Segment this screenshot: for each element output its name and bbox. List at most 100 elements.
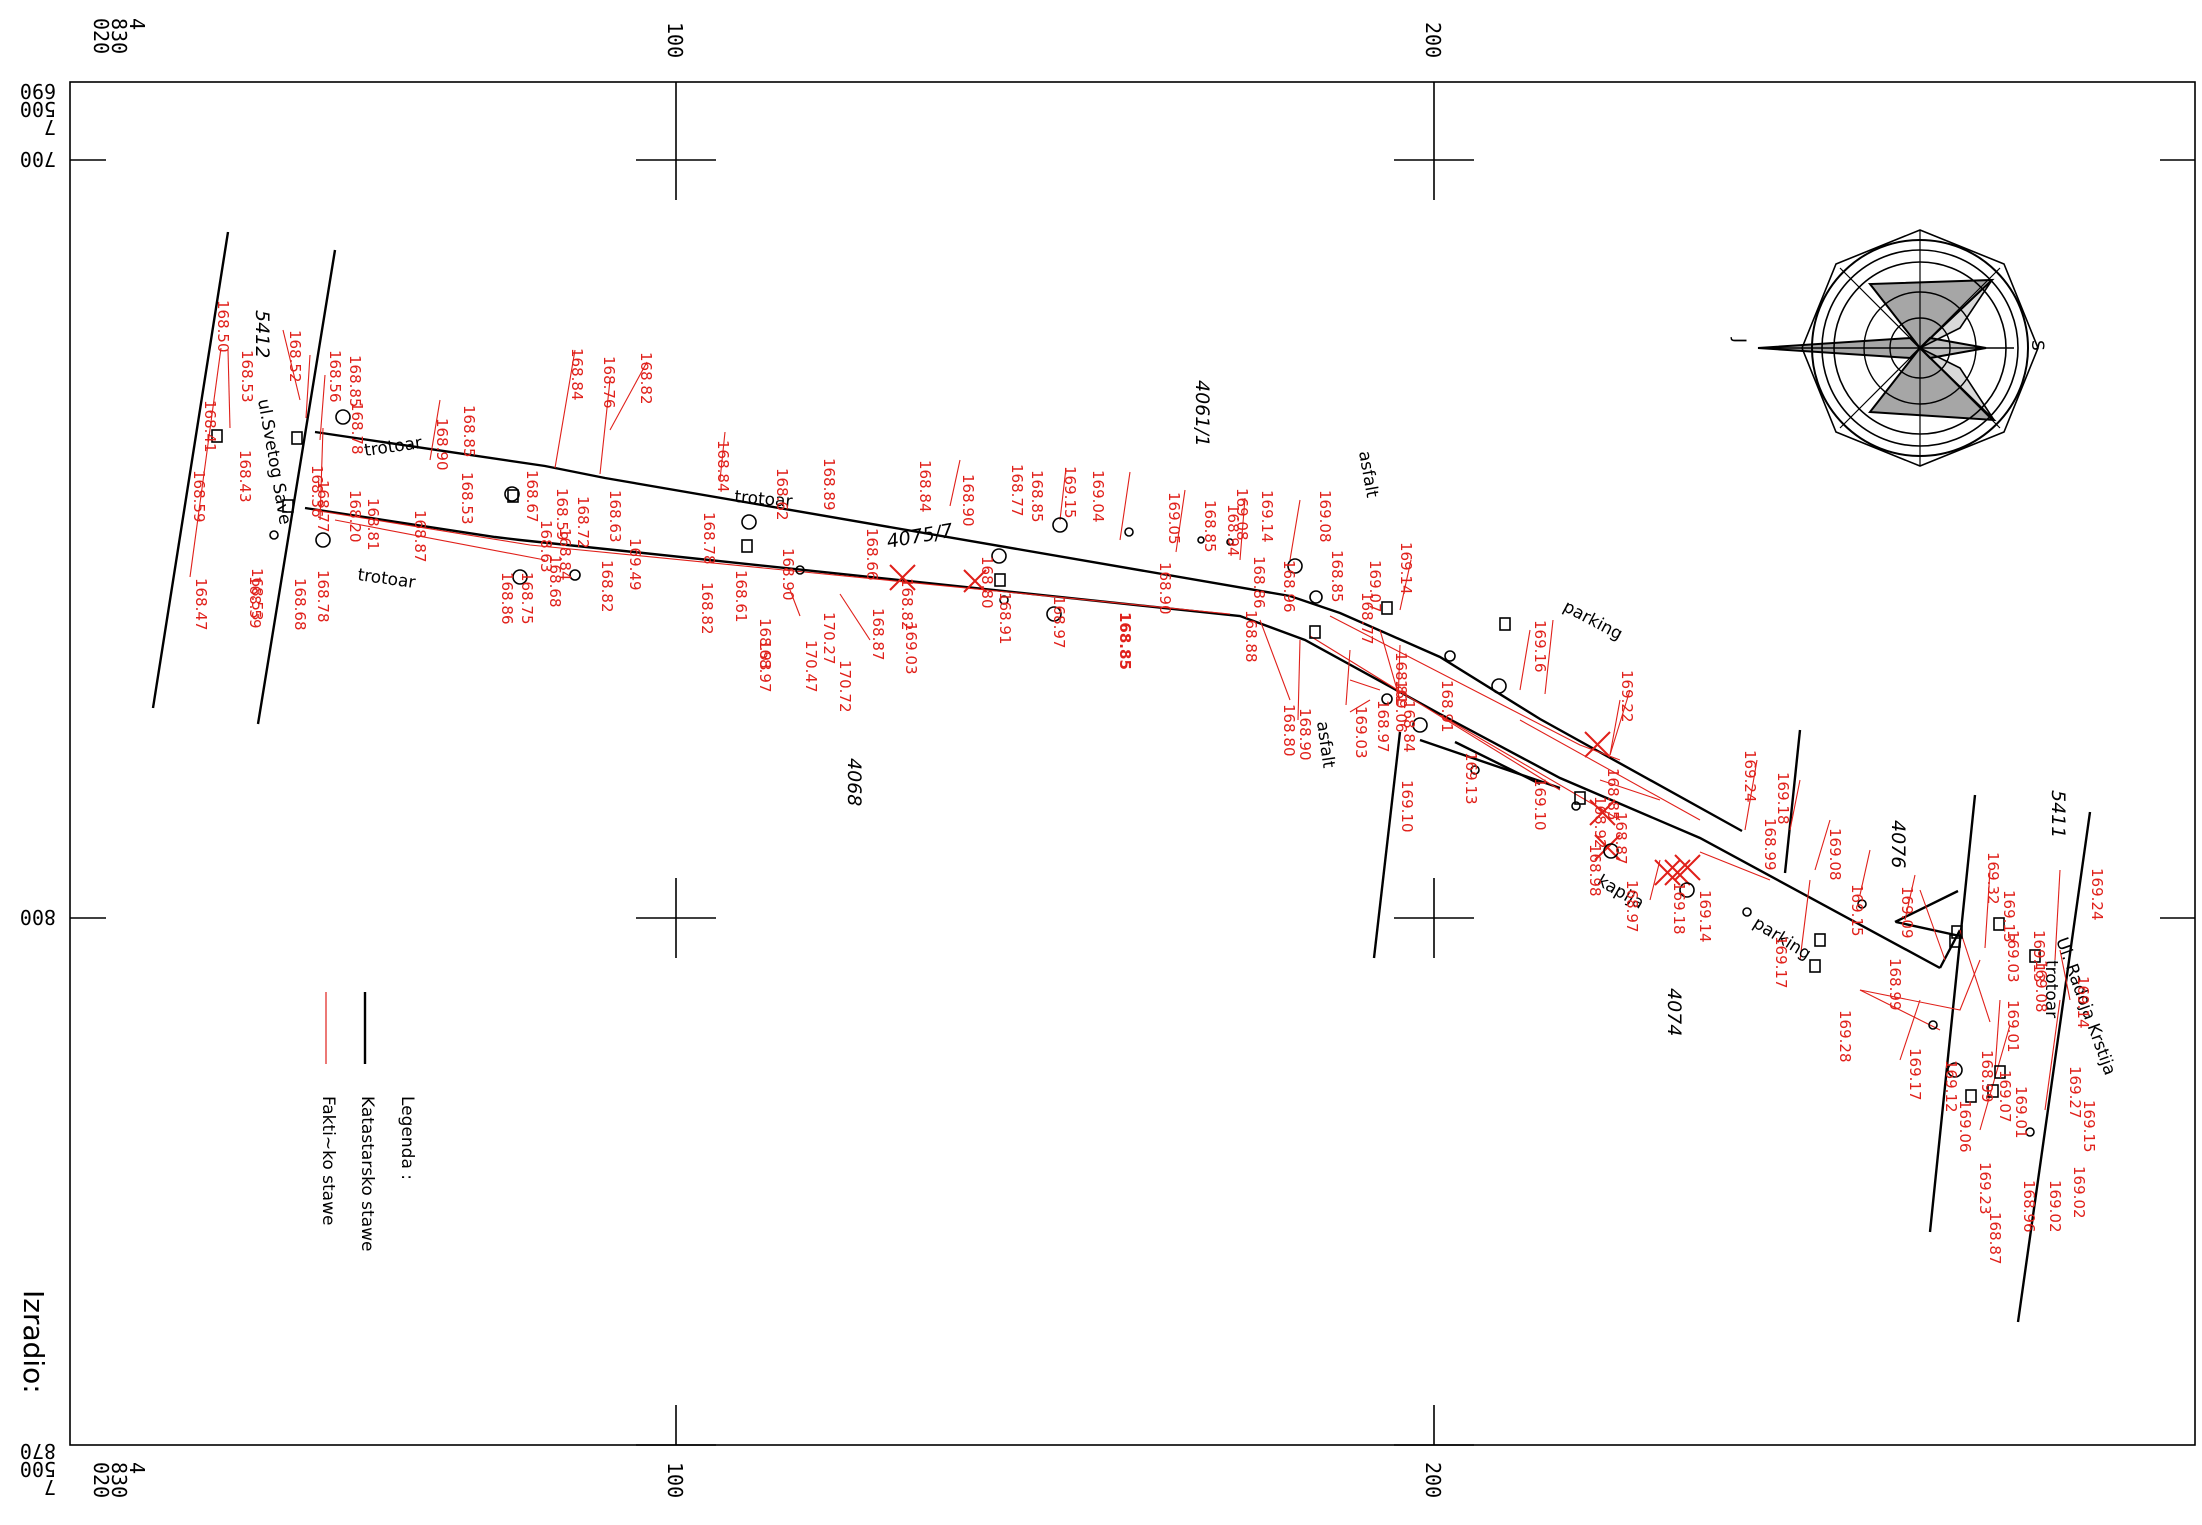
y-left-500: 500 [20,97,56,121]
parcel-4061-1: 4061/1 [1191,380,1213,447]
elevation-label: 168.66 [863,528,881,581]
elevation-label: 168.97 [756,640,774,693]
manhole-icon [211,429,223,443]
elevation-label: 169.05 [1165,492,1183,545]
elevation-label: 168.84 [714,440,732,493]
elevation-label: 169.28 [1836,1010,1854,1063]
parcel-4074: 4074 [1663,988,1685,1036]
elevation-label: 168.89 [820,458,838,511]
manhole-icon [507,489,519,503]
elevation-label: 168.85 [1028,470,1046,523]
corner-bottom-line2: 830 [107,1462,131,1498]
elevation-label: 169.13 [1462,752,1480,805]
tree-icon [335,409,351,425]
manhole-icon [1499,617,1511,631]
elevation-label: 168.93 [756,618,774,671]
elevation-label: 169.23 [1976,1162,1994,1215]
elevation-label: 168.20 [346,490,364,543]
elevation-label: 168.81 [1392,652,1410,705]
manhole-icon [282,499,294,513]
elevation-label: 168.92 [1591,796,1609,849]
pole-icon [1470,765,1480,775]
elevation-label: 168.75 [518,572,536,625]
elevation-label: 168.99 [1886,958,1904,1011]
map-symbols [211,409,2041,1137]
elevation-label: 170.27 [820,612,838,665]
elevation-label: 168.82 [898,578,916,631]
elevation-label: 168.90 [779,548,797,601]
tree-icon [315,532,331,548]
legend-title: Legenda : [397,1096,417,1180]
elevation-label: 169.15 [1061,466,1079,519]
elevation-label: 168.88 [1242,610,1260,663]
pole-icon [1571,801,1581,811]
elevation-label: 169.03 [902,622,920,675]
elevation-label: 169.02 [2046,1180,2064,1233]
x-label-200-top: 200 [1421,22,1445,58]
x-label-100-bottom: 100 [663,1462,687,1498]
elevation-label: 168.63 [537,520,555,573]
elevation-label: 168.50 [214,300,232,353]
pole-icon [1857,899,1867,909]
parcel-5412: 5412 [251,310,273,358]
label-trotoar-1: trotoar [363,433,423,461]
elevation-label: 168.84 [556,528,574,581]
grid-labels: 4 830 020 100 200 4 830 020 100 200 690 … [20,18,1445,1499]
elevation-label: 168.61 [732,570,750,623]
elevation-label: 169.15 [1848,884,1866,937]
elevation-label: 169.07 [1996,1070,2014,1123]
elevation-label: 169.14 [2074,976,2092,1029]
elevation-label: 169.16 [1531,620,1549,673]
pole-icon [1124,527,1134,537]
tree-icon [1603,843,1619,859]
elevation-label: 168.72 [574,496,592,549]
footer-izradio: Izradio: [17,1290,50,1394]
legend-actual-label: Fakti~ko stawe [318,1096,338,1225]
tree-icon [991,548,1007,564]
street-label-svetog-save: ul.Svetog Save [253,397,295,526]
elevation-label: 169.08 [1316,490,1334,543]
pole-icon [1742,907,1752,917]
elevation-label: 168.78 [314,570,332,623]
elevation-label: 169.14 [1258,490,1276,543]
elevation-label: 168.91 [996,592,1014,645]
elevation-label: 169.06 [1392,680,1410,733]
elevation-label: 168.98 [1586,844,1604,897]
manhole-icon [1965,1089,1977,1103]
elevation-label: 168.43 [236,450,254,503]
pole-icon [1197,536,1205,544]
tree-icon [1052,517,1068,533]
manhole-icon [1381,601,1393,615]
elevation-label: 169.07 [1366,560,1384,613]
elevation-label: 168.86 [498,572,516,625]
elevation-label: 169.08 [2032,960,2050,1013]
corner-bottom-line1: 4 [125,1462,149,1474]
x-label-100-top: 100 [663,22,687,58]
elevation-label: 169.17 [1772,936,1790,989]
elevation-label: 169.17 [1906,1048,1924,1101]
label-asfalt-2: asfalt [1312,720,1338,770]
pole-icon [1381,693,1393,705]
elevation-label: 168.59 [246,576,264,629]
elevation-label: 168.53 [458,472,476,525]
elevation-label: 168.76 [600,356,618,409]
elevation-label: 168.85 [460,405,478,458]
tree-icon [1412,717,1428,733]
elevation-label: 169.24 [2088,868,2106,921]
elevation-label: 169.15 [2080,1100,2098,1153]
elevation-label: 169.03 [1352,706,1370,759]
tree-icon [1491,678,1507,694]
manhole-icon [1814,933,1826,947]
pole-icon [999,595,1009,605]
tree-icon [1287,558,1303,574]
elevation-label: 168.97 [1374,700,1392,753]
elevation-label: 168.87 [869,608,887,661]
manhole-icon [1574,791,1586,805]
pole-icon [269,530,279,540]
elevation-label: 169.09 [1898,886,1916,939]
compass-label-s: S [2027,340,2047,351]
elevation-label: 168.62 [773,468,791,521]
elevation-label: 168.56 [326,350,344,403]
